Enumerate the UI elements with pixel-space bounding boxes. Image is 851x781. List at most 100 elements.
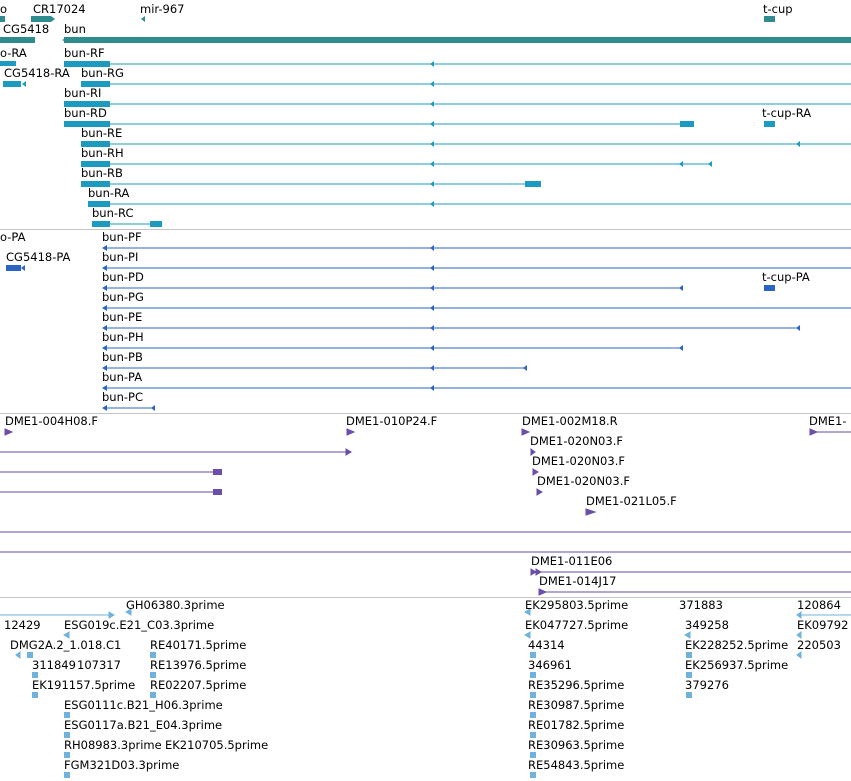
est-label[interactable]: 220503 — [797, 638, 841, 652]
gene-label[interactable]: CG5418 — [3, 22, 50, 36]
est-label[interactable]: RE01782.5prime — [528, 718, 625, 732]
est-label[interactable]: GH06380.3prime — [126, 598, 225, 612]
gene-label[interactable]: CR17024 — [33, 2, 86, 16]
protein-label[interactable]: bun-PD — [102, 270, 144, 284]
clone-glyph-DME1-014J17[interactable] — [538, 588, 548, 596]
clone-glyph-DME1-[interactable] — [809, 428, 819, 436]
transcript-label[interactable]: bun-RI — [64, 86, 102, 100]
clone-glyph-DME1-020N03.F[interactable] — [532, 468, 539, 476]
protein-track — [6, 245, 851, 411]
clone-glyph-DME1-020N03.F[interactable] — [530, 448, 536, 456]
est-label[interactable]: 12429 — [4, 618, 41, 632]
est-label[interactable]: EK047727.5prime — [525, 618, 629, 632]
transcript-glyph-t-cup-RA[interactable] — [764, 121, 775, 127]
est-label[interactable]: ESG0117a.B21_E04.3prime — [64, 718, 223, 732]
gene-glyph-o[interactable] — [0, 16, 5, 22]
transcript-glyph-CG5418-RA[interactable] — [3, 81, 21, 87]
est-label[interactable]: EK210705.5prime — [165, 738, 269, 752]
transcript-label[interactable]: bun-RF — [64, 46, 105, 60]
clone-track — [0, 428, 851, 596]
track-separator — [0, 413, 851, 414]
clone-glyph-DME1-021L05.F[interactable] — [585, 508, 597, 516]
est-label[interactable]: EK228252.5prime — [685, 638, 789, 652]
clone-label[interactable]: DME1-020N03.F — [530, 434, 623, 448]
transcript-label[interactable]: t-cup-RA — [762, 106, 812, 120]
protein-glyph-CG5418-PA[interactable] — [6, 265, 21, 271]
est-label[interactable]: RE30987.5prime — [528, 698, 625, 712]
transcript-label[interactable]: bun-RB — [81, 166, 123, 180]
gene-arrow — [62, 37, 68, 43]
clone-glyph-DME1-011E06[interactable] — [535, 568, 542, 576]
gene-label[interactable]: t-cup — [763, 2, 793, 16]
protein-label[interactable]: bun-PE — [102, 310, 143, 324]
gene-label[interactable]: bun — [64, 22, 86, 36]
est-label[interactable]: RE54843.5prime — [528, 758, 625, 772]
est-label[interactable]: EK295803.5prime — [525, 598, 629, 612]
protein-label[interactable]: bun-PG — [102, 290, 144, 304]
clone-label[interactable]: DME1-020N03.F — [537, 474, 630, 488]
protein-label[interactable]: bun-PF — [102, 230, 142, 244]
est-label[interactable]: RE13976.5prime — [150, 658, 247, 672]
transcript-label[interactable]: bun-RA — [88, 186, 130, 200]
transcript-label[interactable]: bun-RC — [92, 206, 134, 220]
clone-glyph-DME1-004H08.F[interactable] — [4, 428, 14, 436]
clone-glyph-DME1-002M18.R[interactable] — [521, 428, 531, 436]
transcript-label[interactable]: bun-RD — [64, 106, 107, 120]
gene-arrow — [0, 37, 4, 43]
est-label[interactable]: FGM321D03.3prime — [64, 758, 180, 772]
gene-glyph-mir-967[interactable] — [141, 16, 145, 22]
est-label[interactable]: 311849 — [32, 658, 76, 672]
clone-label[interactable]: DME1-021L05.F — [586, 494, 677, 508]
protein-glyph-t-cup-PA[interactable] — [764, 285, 775, 291]
est-label[interactable]: ESG019c.E21_C03.3prime — [64, 618, 215, 632]
est-label[interactable]: RE35296.5prime — [528, 678, 625, 692]
protein-label[interactable]: bun-PI — [102, 250, 139, 264]
est-label[interactable]: 107317 — [77, 658, 121, 672]
protein-label[interactable]: bun-PC — [102, 390, 143, 404]
est-label[interactable]: RH08983.3prime — [64, 738, 162, 752]
gene-glyph-t-cup[interactable] — [764, 16, 775, 22]
gene-glyph-bun[interactable] — [64, 37, 851, 43]
est-label[interactable]: EK191157.5prime — [32, 678, 136, 692]
est-label[interactable]: ESG0111c.B21_H06.3prime — [64, 698, 223, 712]
clone-label[interactable]: DME1-014J17 — [539, 574, 617, 588]
est-label[interactable]: 120864 — [797, 598, 841, 612]
protein-label[interactable]: o-PA — [0, 230, 26, 244]
protein-label[interactable]: bun-PH — [102, 330, 144, 344]
est-track — [0, 608, 851, 778]
clone-label[interactable]: DME1-010P24.F — [346, 414, 438, 428]
clone-label[interactable]: DME1- — [809, 414, 847, 428]
protein-label[interactable]: bun-PB — [102, 350, 143, 364]
est-label[interactable]: EK09792 — [797, 618, 849, 632]
clone-label[interactable]: DME1-020N03.F — [532, 454, 625, 468]
gene-label[interactable]: o — [0, 2, 8, 16]
transcript-glyph-o-RA[interactable] — [0, 61, 16, 66]
est-label[interactable]: RE40171.5prime — [150, 638, 247, 652]
clone-label[interactable]: DME1-004H08.F — [5, 414, 99, 428]
est-label[interactable]: RE30963.5prime — [528, 738, 625, 752]
transcript-label[interactable]: bun-RE — [81, 126, 123, 140]
protein-label[interactable]: bun-PA — [102, 370, 143, 384]
transcript-label[interactable]: bun-RH — [81, 146, 124, 160]
clone-label[interactable]: DME1-002M18.R — [522, 414, 618, 428]
gene-label[interactable]: mir-967 — [140, 2, 185, 16]
est-label[interactable]: 346961 — [528, 658, 572, 672]
protein-label[interactable]: CG5418-PA — [6, 250, 71, 264]
transcript-label[interactable]: bun-RG — [81, 66, 124, 80]
transcript-label[interactable]: CG5418-RA — [4, 66, 70, 80]
clone-glyph-DME1-010P24.F[interactable] — [346, 428, 356, 436]
gene-arrow — [51, 16, 55, 22]
est-label[interactable]: 349258 — [685, 618, 729, 632]
est-label[interactable]: DMG2A.2_1.018.C1 — [10, 638, 122, 652]
est-label[interactable]: 44314 — [528, 638, 565, 652]
gene-glyph-CR17024[interactable] — [31, 16, 51, 22]
clone-glyph-DME1-020N03.F[interactable] — [536, 488, 543, 496]
est-label[interactable]: EK256937.5prime — [685, 658, 789, 672]
est-label[interactable]: 371883 — [679, 598, 723, 612]
protein-label[interactable]: t-cup-PA — [762, 270, 810, 284]
est-label[interactable]: 379276 — [685, 678, 729, 692]
transcript-label[interactable]: o-RA — [0, 46, 27, 60]
gene-glyph-CG5418[interactable] — [0, 37, 35, 43]
clone-label[interactable]: DME1-011E06 — [531, 554, 613, 568]
est-label[interactable]: RE02207.5prime — [150, 678, 247, 692]
